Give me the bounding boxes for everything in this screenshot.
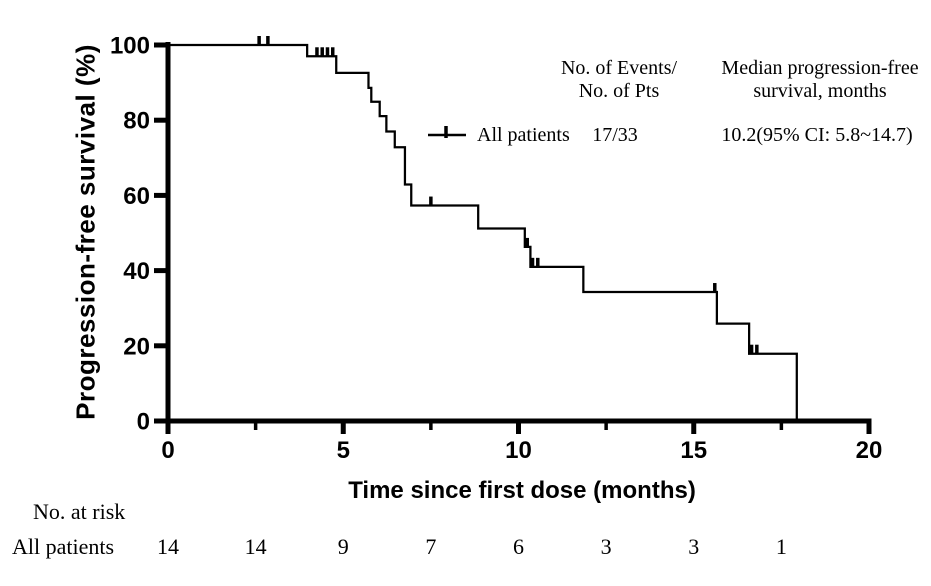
- y-tick-label: 40: [123, 258, 150, 285]
- x-tick-label: 5: [337, 437, 350, 464]
- summary-median-header-line1: Median progression-free: [721, 57, 919, 79]
- y-tick-label: 20: [123, 333, 150, 360]
- x-axis-title: Time since first dose (months): [348, 477, 696, 504]
- km-curve-legend-marker-icon: [428, 126, 466, 138]
- summary-events-header: No. of Events/ No. of Pts: [561, 57, 677, 103]
- summary-median-header: Median progression-free survival, months: [721, 57, 918, 103]
- legend-events-value: 17/33: [592, 124, 638, 146]
- legend-series-label: All patients: [477, 124, 570, 146]
- y-tick-label: 0: [137, 409, 150, 436]
- y-tick-label: 60: [123, 183, 150, 210]
- x-tick-label: 0: [161, 437, 174, 464]
- summary-events-header-line1: No. of Events/: [560, 57, 678, 79]
- x-tick-label: 10: [505, 437, 532, 464]
- risk-value: 9: [337, 534, 349, 559]
- risk-row-label: All patients: [12, 534, 115, 559]
- risk-table-title: No. at risk: [33, 499, 126, 524]
- y-axis-title: Progression-free survival (%): [70, 44, 101, 420]
- risk-value: 14: [157, 534, 179, 559]
- risk-value: 1: [775, 534, 787, 559]
- km-step-curve: [168, 43, 798, 421]
- x-tick-label: 20: [856, 437, 883, 464]
- summary-events-header-line2: No. of Pts: [578, 80, 660, 102]
- risk-value: 6: [513, 534, 524, 559]
- summary-median-header-line2: survival, months: [753, 80, 887, 102]
- y-tick-label: 100: [110, 33, 150, 60]
- risk-value: 3: [688, 534, 700, 559]
- risk-value: 14: [244, 534, 267, 559]
- risk-value: 7: [425, 534, 437, 559]
- x-tick-label: 15: [680, 437, 707, 464]
- legend-median-value: 10.2(95% CI: 5.8~14.7): [721, 124, 913, 146]
- risk-value: 3: [600, 534, 612, 559]
- y-tick-label: 80: [123, 108, 150, 135]
